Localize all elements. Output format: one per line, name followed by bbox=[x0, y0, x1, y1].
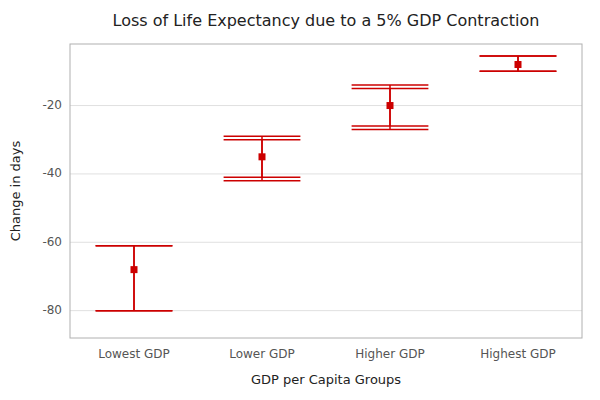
plot-background bbox=[70, 44, 582, 338]
x-tick-label: Highest GDP bbox=[480, 347, 556, 361]
y-axis-label: Change in days bbox=[8, 140, 23, 241]
interval-line bbox=[133, 246, 135, 311]
chart-title: Loss of Life Expectancy due to a 5% GDP … bbox=[113, 11, 540, 30]
interval-cap bbox=[480, 55, 557, 57]
grid bbox=[70, 106, 582, 311]
x-tick-label: Higher GDP bbox=[355, 347, 425, 361]
plot-frame bbox=[70, 44, 582, 338]
x-tick-label: Lowest GDP bbox=[98, 347, 170, 361]
x-tick-label: Lower GDP bbox=[229, 347, 295, 361]
y-tick-label: -80 bbox=[42, 303, 62, 317]
interval-cap bbox=[96, 310, 173, 312]
interval-cap bbox=[352, 129, 429, 131]
interval-cap bbox=[480, 71, 557, 73]
grid-line bbox=[70, 242, 582, 243]
interval-cap bbox=[96, 310, 173, 312]
interval-cap bbox=[224, 180, 301, 182]
interval-cap bbox=[352, 125, 429, 127]
grid-line bbox=[70, 105, 582, 106]
interval-cap bbox=[224, 139, 301, 141]
point-estimate bbox=[387, 102, 394, 109]
point-estimate bbox=[515, 61, 522, 68]
chart-svg: -80 -60 -40 -20 Lowest GDP Lower GDP Higher GD… bbox=[0, 0, 600, 400]
y-tick-label: -60 bbox=[42, 235, 62, 249]
interval-cap bbox=[96, 245, 173, 247]
interval-cap bbox=[480, 71, 557, 73]
chart-container: -80 -60 -40 -20 Lowest GDP Lower GDP Higher GD… bbox=[0, 0, 600, 400]
interval-cap bbox=[224, 136, 301, 138]
marks bbox=[96, 56, 557, 311]
grid-line bbox=[70, 173, 582, 174]
interval-cap bbox=[352, 84, 429, 86]
interval-cap bbox=[480, 55, 557, 57]
point-estimate bbox=[259, 153, 266, 160]
interval-cap bbox=[224, 177, 301, 179]
interval-cap bbox=[352, 88, 429, 90]
grid-line bbox=[70, 310, 582, 311]
x-axis-label: GDP per Capita Groups bbox=[251, 372, 401, 387]
point-estimate bbox=[131, 266, 138, 273]
interval-line bbox=[133, 246, 135, 311]
y-tick-label: -40 bbox=[42, 166, 62, 180]
y-tick-label: -20 bbox=[42, 98, 62, 112]
interval-cap bbox=[96, 245, 173, 247]
